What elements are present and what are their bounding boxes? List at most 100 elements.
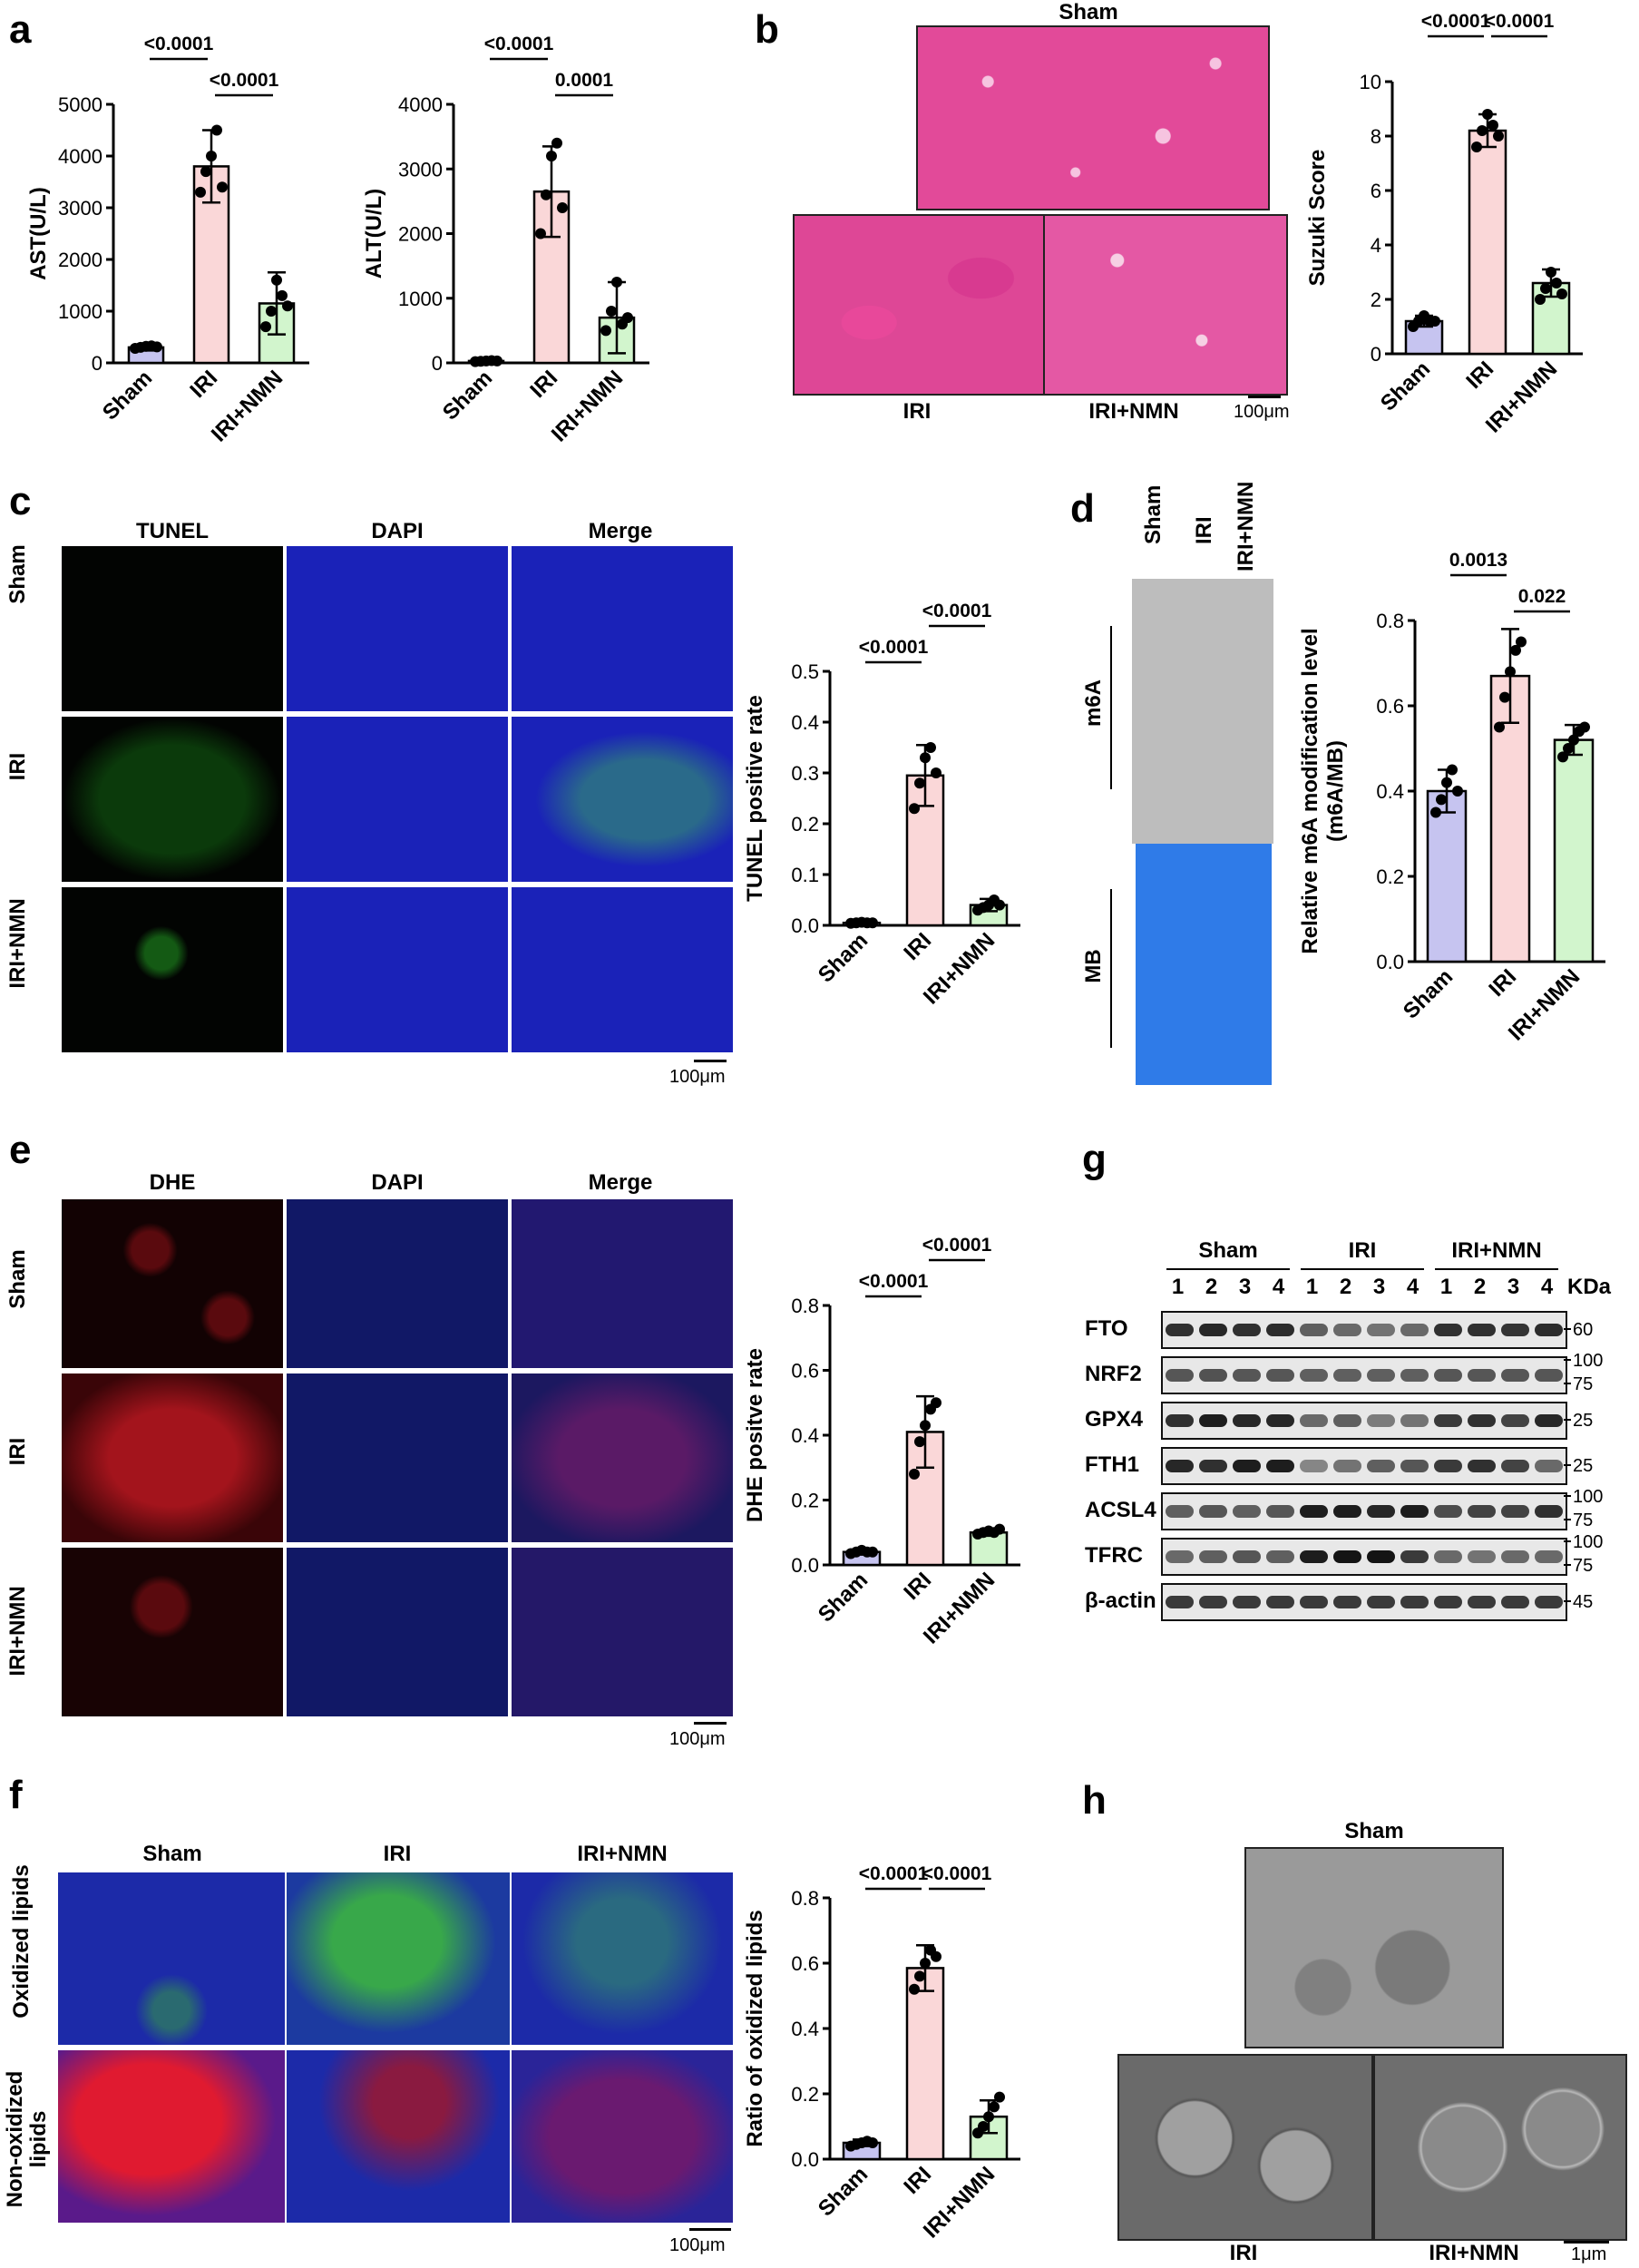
tunel-row-iri-nmn: IRI+NMN [5,898,30,989]
data-point [920,1958,931,1969]
blot-band [1333,1369,1361,1382]
blot-group-label: IRI [1348,1238,1377,1263]
lipid-col-iri-nmn: IRI+NMN [577,1842,668,1866]
blot-band [1333,1460,1361,1472]
blot-protein-label: TFRC [1085,1543,1143,1568]
data-point [925,742,936,753]
kda-marker-tick [1564,1328,1571,1330]
blot-band [1333,1324,1361,1336]
y-tick-label: 0.0 [791,2148,819,2171]
blot-lane-number: 2 [1339,1275,1352,1299]
y-axis-label-unit: (m6A/MB) [1323,740,1348,842]
blot-band [1501,1324,1529,1336]
blot-protein-label: NRF2 [1085,1362,1142,1386]
blot-band [1468,1505,1496,1518]
blot-band [1233,1550,1261,1563]
data-point [931,1397,941,1409]
data-point [1556,288,1567,299]
data-point [931,1950,941,1962]
oxidized-sham-image [58,1872,285,2045]
y-tick-label: 0.1 [791,864,819,886]
data-point [551,137,562,149]
oxidized-iri-image [287,1872,510,2045]
data-point [1516,636,1527,648]
y-tick-label: 0.8 [791,1887,819,1910]
m6a-blot-label: m6A [1081,679,1106,728]
blot-band [1199,1414,1227,1427]
blot-band [1434,1460,1462,1472]
p-value-label: <0.0001 [859,637,929,658]
lipid-col-sham: Sham [142,1842,202,1866]
tunel-row-sham: Sham [5,544,30,604]
he-sham-title: Sham [1059,0,1118,24]
y-tick-label: 8 [1371,125,1381,148]
dhe-row-iri-nmn: IRI+NMN [5,1586,30,1677]
y-tick-label: 10 [1360,71,1381,93]
blot-band [1434,1505,1462,1518]
category-label: Sham [814,1568,873,1627]
blot-group-line [1301,1268,1424,1270]
blot-band [1501,1369,1529,1382]
y-axis-label: ALT(U/L) [362,189,386,279]
y-tick-label: 0.4 [791,1424,819,1447]
dhe-iri-dhe [62,1374,283,1542]
panel-label-c: c [9,479,32,523]
kda-marker-label: 25 [1573,1411,1594,1431]
m6a-bracket [1110,626,1112,789]
tunel-iri-nmn-dapi [287,887,508,1052]
blot-band [1400,1369,1429,1382]
data-point [1579,721,1590,733]
data-point [1494,721,1505,733]
blot-band [1166,1550,1194,1563]
data-point [606,306,617,317]
y-tick-label: 0.6 [791,1360,819,1383]
y-tick-label: 1000 [398,288,443,310]
tunel-bar-chart: 0.0 0.1 0.2 0.3 0.4 0.5 TUNEL positive rate Sha… [743,601,1020,1009]
y-tick-label: 2000 [398,223,443,246]
blot-band [1468,1596,1496,1608]
y-tick-label: 0.6 [1376,695,1404,718]
dhe-scale-label: 100μm [669,1729,726,1749]
kda-marker-label: 75 [1573,1510,1594,1530]
panel-label-a: a [9,7,32,52]
tunel-iri-dapi [287,717,508,882]
data-point [989,2101,1000,2113]
data-point [282,300,293,312]
em-scale-label: 1μm [1571,2244,1607,2264]
blot-band [1434,1324,1462,1336]
em-iri-title: IRI [1229,2241,1258,2265]
y-tick-label: 6 [1371,180,1381,202]
category-label: IRI [1484,964,1521,1002]
p-value-label: <0.0001 [144,34,214,54]
p-value-label: <0.0001 [1421,11,1491,32]
blot-band [1333,1596,1361,1608]
dhe-sham-merge [512,1199,733,1368]
category-label: Sham [814,928,873,987]
data-point [260,321,271,333]
y-tick-label: 0 [1371,343,1381,366]
em-iri-nmn-title: IRI+NMN [1429,2241,1519,2265]
y-tick-label: 4000 [58,145,102,168]
data-point [1441,777,1452,788]
blot-band [1166,1414,1194,1427]
y-tick-label: 0.0 [791,1554,819,1577]
blot-band [1535,1505,1563,1518]
lipid-row-oxidized: Oxidized lipids [9,1864,34,2019]
dhe-iri-merge [512,1374,733,1542]
kda-label: KDa [1567,1275,1612,1299]
category-label: Sham [814,2162,873,2221]
data-point [1430,807,1441,818]
category-label: Sham [1399,964,1458,1023]
p-value-label: <0.0001 [859,1271,929,1292]
y-axis-label: Ratio of oxidized lipids [743,1910,767,2146]
y-tick-label: 0.8 [1376,610,1404,632]
dhe-iri-nmn-merge [512,1548,733,1716]
y-tick-label: 4 [1371,234,1381,257]
data-point [1568,734,1579,746]
y-tick-label: 3000 [398,158,443,181]
blot-band [1199,1505,1227,1518]
blot-band [1300,1324,1328,1336]
blot-band [1199,1550,1227,1563]
